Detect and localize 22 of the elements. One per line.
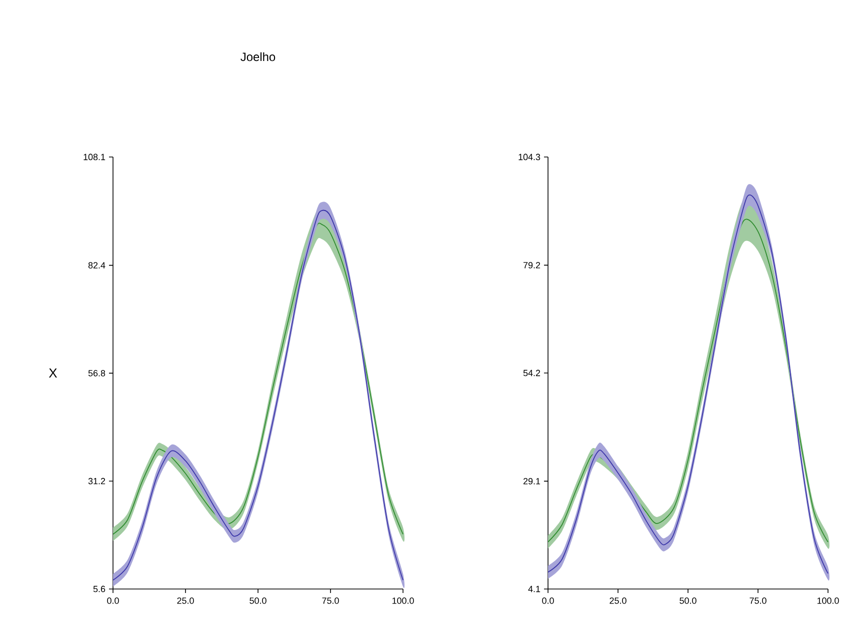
- x-tick-label: 25.0: [610, 598, 626, 604]
- x-tick-label: 0.0: [542, 598, 554, 604]
- y-axis-title: X: [48, 368, 58, 378]
- x-tick-label: 25.0: [177, 598, 194, 604]
- y-tick-label: 104.3: [518, 154, 540, 160]
- x-tick-label: 100.0: [392, 598, 414, 604]
- x-tick-label: 50.0: [680, 598, 696, 604]
- x-tick-label: 0.0: [107, 598, 119, 604]
- x-tick-label: 75.0: [322, 598, 339, 604]
- y-tick-label: 31.2: [88, 478, 106, 484]
- y-tick-label: 79.2: [523, 262, 540, 268]
- y-tick-label: 29.1: [523, 478, 540, 484]
- x-tick-label: 100.0: [817, 598, 839, 604]
- chart-title: Joelho: [240, 52, 276, 62]
- y-tick-label: 82.4: [88, 262, 106, 268]
- y-tick-label: 5.6: [93, 586, 106, 592]
- y-tick-label: 56.8: [88, 370, 106, 376]
- y-tick-label: 4.1: [528, 586, 540, 592]
- y-tick-label: 108.1: [84, 154, 106, 160]
- y-tick-label: 54.2: [523, 370, 540, 376]
- x-tick-label: 75.0: [750, 598, 766, 604]
- x-tick-label: 50.0: [250, 598, 266, 604]
